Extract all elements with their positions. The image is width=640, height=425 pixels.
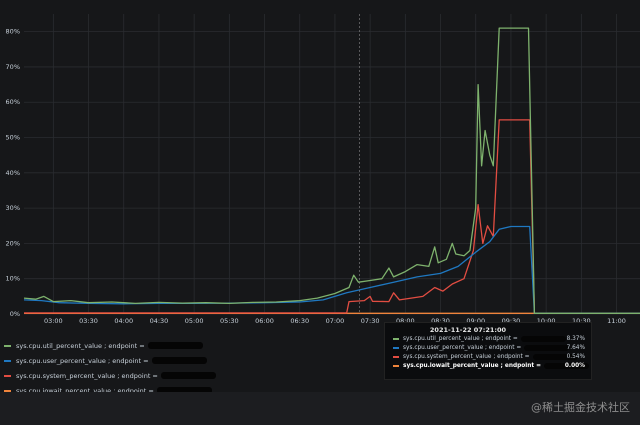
redacted-endpoint [544, 362, 589, 369]
tooltip-value: 0.54% [566, 353, 585, 360]
legend-label: sys.cpu.util_percent_value ; endpoint = [16, 341, 145, 350]
legend-swatch [4, 359, 11, 362]
tooltip-value: 0.00% [564, 362, 585, 369]
y-tick-label: 60% [6, 98, 20, 106]
tooltip-label: sys.cpu.iowait_percent_value ; endpoint … [403, 362, 541, 369]
x-tick-label: 07:30 [361, 317, 380, 325]
series-line-0 [23, 27, 640, 314]
legend-item-util[interactable]: sys.cpu.util_percent_value ; endpoint = [4, 338, 384, 353]
tooltip-time: 2021-11-22 07:21:00 [429, 326, 507, 334]
x-tick-label: 03:30 [79, 317, 98, 325]
x-tick-label: 10:00 [537, 317, 556, 325]
y-tick-label: 70% [6, 63, 20, 71]
y-tick-label: 30% [6, 204, 20, 212]
x-tick-label: 05:30 [220, 317, 239, 325]
legend-item-iowait[interactable]: sys.cpu.iowait_percent_value ; endpoint … [4, 383, 384, 398]
legend-swatch [4, 374, 11, 377]
redacted-endpoint [532, 353, 578, 360]
tooltip-row-iowait: sys.cpu.iowait_percent_value ; endpoint … [385, 361, 591, 370]
redacted-endpoint [156, 387, 212, 394]
tooltip-swatch [393, 364, 399, 367]
tooltip-label: sys.cpu.user_percent_value ; endpoint = [403, 344, 522, 351]
bottom-band [0, 392, 640, 425]
legend-label: sys.cpu.iowait_percent_value ; endpoint … [16, 386, 154, 395]
x-tick-label: 09:00 [466, 317, 485, 325]
redacted-endpoint [524, 344, 570, 351]
y-tick-label: 50% [6, 134, 20, 142]
x-tick-label: 07:00 [326, 317, 345, 325]
y-tick-label: 20% [6, 239, 20, 247]
legend-item-user[interactable]: sys.cpu.user_percent_value ; endpoint = [4, 353, 384, 368]
y-tick-label: 80% [6, 28, 20, 36]
x-tick-label: 08:00 [396, 317, 415, 325]
hover-tooltip: 2021-11-22 07:21:00 sys.cpu.util_percent… [384, 322, 592, 380]
legend-label: sys.cpu.user_percent_value ; endpoint = [16, 356, 149, 365]
legend-swatch [4, 389, 11, 392]
tooltip-swatch [393, 355, 399, 358]
tooltip-value: 8.37% [566, 335, 585, 342]
cpu-chart: 0% 10% 20% 30% 40% 50% 60% 70% 80% 03:00 03:30 04:0… [6, 14, 640, 325]
watermark: @稀土掘金技术社区 [531, 401, 630, 414]
tooltip-value: 7.64% [566, 344, 585, 351]
x-tick-label: 04:30 [150, 317, 169, 325]
y-tick-label: 0% [10, 310, 20, 318]
redacted-endpoint [160, 372, 216, 379]
x-tick-label: 09:30 [502, 317, 521, 325]
y-tick-label: 40% [6, 169, 20, 177]
redacted-endpoint [151, 357, 207, 364]
x-tick-label: 04:00 [114, 317, 133, 325]
x-tick-label: 05:00 [185, 317, 204, 325]
x-tick-label: 06:00 [255, 317, 274, 325]
tooltip-label: sys.cpu.system_percent_value ; endpoint … [403, 353, 530, 360]
tooltip-label: sys.cpu.util_percent_value ; endpoint = [403, 335, 518, 342]
legend-swatch [4, 344, 11, 347]
tooltip-row-util: sys.cpu.util_percent_value ; endpoint = … [385, 334, 591, 343]
redacted-endpoint [147, 342, 203, 349]
tooltip-row-system: sys.cpu.system_percent_value ; endpoint … [385, 352, 591, 361]
x-tick-label: 03:00 [44, 317, 63, 325]
legend-item-system[interactable]: sys.cpu.system_percent_value ; endpoint … [4, 368, 384, 383]
series-line-1 [23, 225, 640, 314]
x-tick-label: 11:00 [607, 317, 626, 325]
tooltip-row-user: sys.cpu.user_percent_value ; endpoint = … [385, 343, 591, 352]
tooltip-swatch [393, 337, 399, 340]
x-tick-label: 10:30 [572, 317, 591, 325]
legend-label: sys.cpu.system_percent_value ; endpoint … [16, 371, 158, 380]
tooltip-swatch [393, 346, 399, 349]
y-tick-label: 10% [6, 275, 20, 283]
x-tick-label: 06:30 [290, 317, 309, 325]
redacted-endpoint [520, 335, 566, 342]
series-line-2 [24, 119, 640, 314]
x-tick-label: 08:30 [431, 317, 450, 325]
legend: sys.cpu.util_percent_value ; endpoint = … [4, 338, 384, 398]
